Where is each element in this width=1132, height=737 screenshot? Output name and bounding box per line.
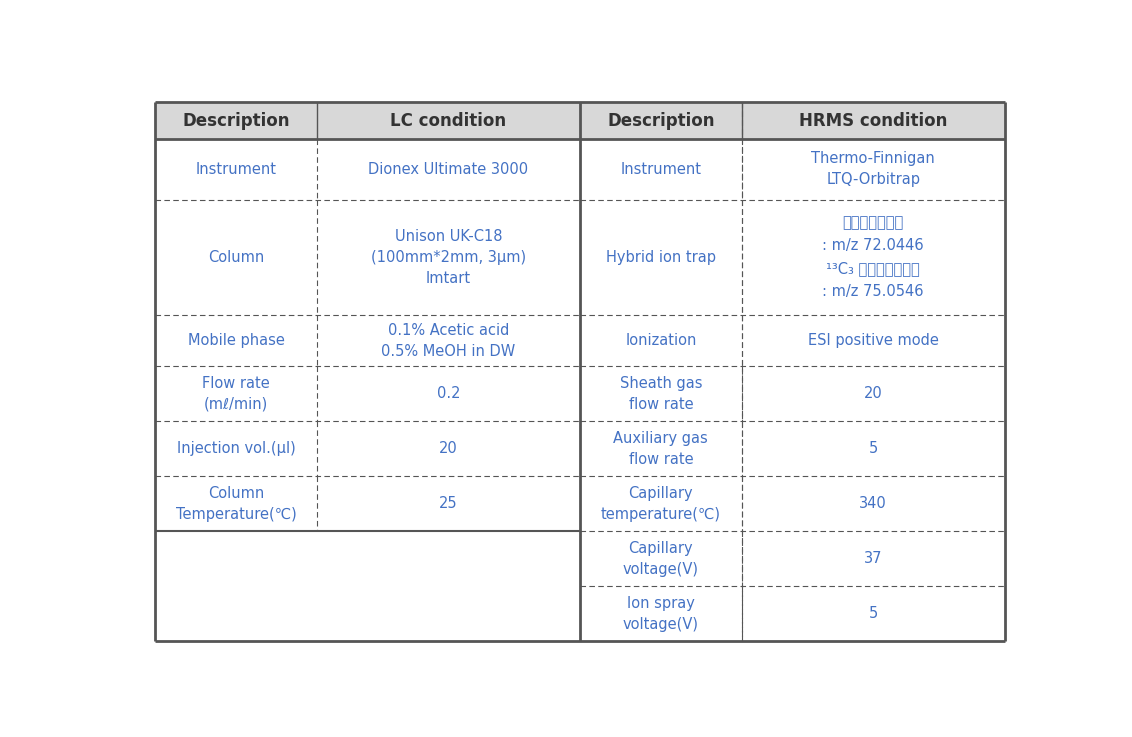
Text: 340: 340 [859,496,887,511]
Text: Column
Temperature(℃): Column Temperature(℃) [175,486,297,522]
Text: HRMS condition: HRMS condition [799,112,947,130]
Text: : m/z 72.0446: : m/z 72.0446 [822,238,924,254]
Text: Thermo-Finnigan
LTQ-Orbitrap: Thermo-Finnigan LTQ-Orbitrap [812,151,935,187]
Text: Ionization: Ionization [625,333,696,348]
Text: Unison UK-C18
(100mm*2mm, 3μm)
Imtart: Unison UK-C18 (100mm*2mm, 3μm) Imtart [371,228,526,286]
Text: 0.2: 0.2 [437,386,461,402]
Text: Instrument: Instrument [620,162,702,177]
Text: Flow rate
(mℓ/min): Flow rate (mℓ/min) [203,376,271,412]
Text: Capillary
voltage(V): Capillary voltage(V) [623,541,698,577]
Text: Dionex Ultimate 3000: Dionex Ultimate 3000 [368,162,529,177]
Text: Auxiliary gas
flow rate: Auxiliary gas flow rate [614,431,709,467]
Text: 5: 5 [868,441,877,456]
Text: LC condition: LC condition [391,112,506,130]
Text: Sheath gas
flow rate: Sheath gas flow rate [619,376,702,412]
Text: Instrument: Instrument [196,162,276,177]
Text: 5: 5 [868,607,877,621]
Text: 0.1% Acetic acid
0.5% MeOH in DW: 0.1% Acetic acid 0.5% MeOH in DW [381,323,515,359]
Text: Capillary
temperature(℃): Capillary temperature(℃) [601,486,721,522]
Bar [155,102,1005,139]
Text: 20: 20 [864,386,883,402]
Text: 아크릴아마이드: 아크릴아마이드 [842,215,903,230]
Text: 20: 20 [439,441,457,456]
Text: Injection vol.(μl): Injection vol.(μl) [177,441,295,456]
Text: Column: Column [208,250,264,265]
Text: 37: 37 [864,551,883,566]
Text: Mobile phase: Mobile phase [188,333,284,348]
Text: Description: Description [607,112,714,130]
Text: Description: Description [182,112,290,130]
Text: Hybrid ion trap: Hybrid ion trap [606,250,715,265]
Text: : m/z 75.0546: : m/z 75.0546 [823,284,924,299]
Text: Ion spray
voltage(V): Ion spray voltage(V) [623,595,698,632]
Text: 25: 25 [439,496,457,511]
Text: ¹³C₃ 아크릴아마이드: ¹³C₃ 아크릴아마이드 [826,261,920,276]
Text: ESI positive mode: ESI positive mode [808,333,938,348]
